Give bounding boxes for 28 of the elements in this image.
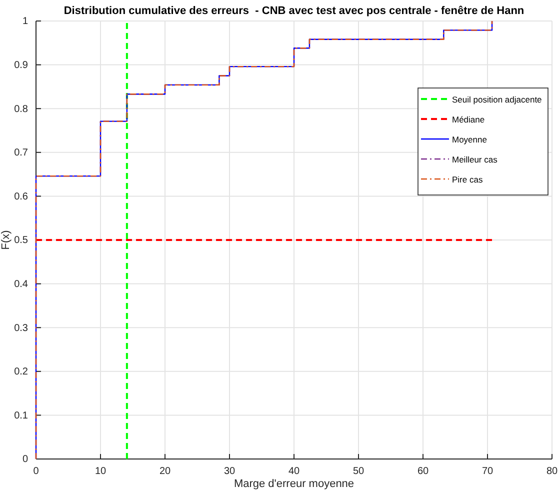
x-tick-label: 40	[288, 466, 300, 478]
legend-label: Meilleur cas	[452, 154, 498, 164]
y-tick-label: 0.2	[14, 366, 28, 378]
x-tick-label: 50	[352, 466, 364, 478]
x-tick-label: 70	[482, 466, 494, 478]
y-tick-label: 0.7	[14, 148, 28, 159]
legend-label: Seuil position adjacente	[452, 94, 542, 104]
y-tick-label: 0.6	[14, 191, 28, 202]
y-tick-label: 0.8	[14, 104, 28, 115]
y-tick-label: 1	[22, 16, 28, 28]
x-axis-title: Marge d'erreur moyenne	[234, 478, 354, 490]
x-tick-label: 60	[417, 466, 429, 478]
y-tick-label: 0.1	[14, 410, 28, 422]
x-tick-label: 80	[546, 466, 558, 478]
y-axis-title: F(x)	[0, 230, 12, 250]
y-tick-label: 0.5	[14, 235, 28, 246]
y-tick-label: 0.4	[14, 279, 28, 290]
x-tick-label: 30	[224, 466, 236, 478]
y-tick-label: 0.9	[14, 60, 28, 71]
x-tick-label: 10	[94, 466, 106, 478]
y-tick-label: 0.3	[14, 322, 28, 334]
chart-title: Distribution cumulative des erreurs - CNB avec test avec pos centrale - fenêtre de Hann	[64, 5, 524, 17]
x-tick-label: 0	[33, 466, 40, 478]
legend-label: Médiane	[452, 114, 485, 124]
y-tick-label: 0	[22, 454, 28, 466]
legend-label: Pire cas	[452, 174, 483, 184]
x-tick-label: 20	[159, 466, 171, 478]
legend-label: Moyenne	[452, 134, 488, 144]
